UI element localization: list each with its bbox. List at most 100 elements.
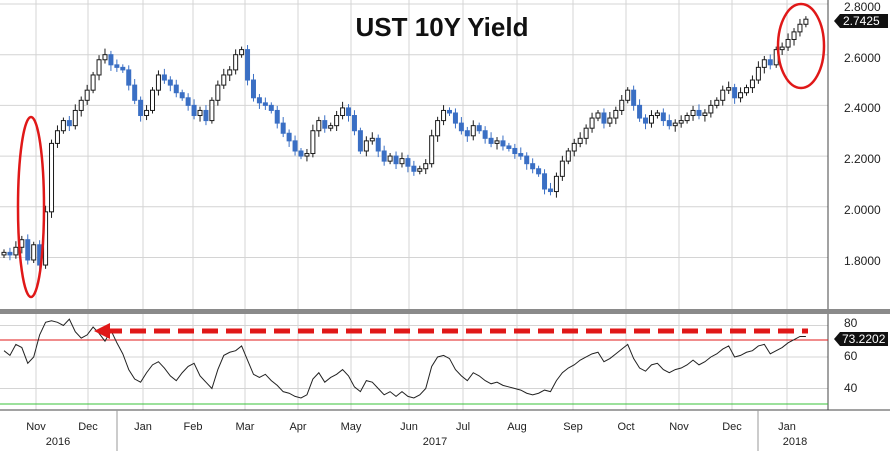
candle [631,85,637,111]
candle [452,108,458,129]
candle [441,105,447,126]
candle [96,55,102,81]
candle [233,49,239,75]
candle [280,117,286,138]
candle-body [411,165,417,172]
ytick-label: 2.2000 [844,152,881,166]
candle-body [542,173,548,190]
candle-body [643,117,649,124]
candle [571,138,577,157]
candle-body [500,140,506,147]
candle [60,117,66,134]
candle [708,100,714,118]
candle-body [102,54,108,61]
candle [66,116,72,131]
candle [245,45,251,86]
candle-body [553,175,559,193]
candle [411,160,417,176]
candle [215,80,221,106]
rsi-series [3,318,806,399]
candle-body [132,84,138,101]
candle [464,126,470,142]
candle-body [464,130,470,137]
candle [108,50,114,71]
candle-body [660,112,666,122]
candle [654,109,660,119]
candle-body [708,104,714,114]
candle [256,93,262,109]
candle [755,61,761,84]
candle-body [185,97,191,106]
last-value-box [834,14,888,28]
candle [536,165,542,177]
x-axis-years: 2016 2017 2018 [46,436,807,448]
candle-body [256,97,262,104]
candle-body [577,137,583,144]
candle-body [150,89,155,111]
candle-body [482,130,488,139]
candle-body [239,49,245,56]
candle-body [54,130,60,144]
candle [322,115,328,133]
candle-body [435,120,441,137]
candle [744,84,749,96]
candle-body [631,89,637,106]
candle [530,158,536,174]
candle [167,76,173,92]
candle [672,119,678,132]
candle-body [779,46,785,51]
candle [54,125,60,148]
rsi-last-value-label: 73.2202 [842,332,886,346]
candle-body [429,135,435,165]
candle [197,106,203,122]
month-label: Jan [778,421,796,433]
candle [7,247,13,261]
candle-body [565,150,571,162]
candle-body [357,130,363,152]
candle [565,147,571,165]
candle-body [340,107,346,117]
candle [559,155,565,181]
candle [785,33,791,51]
month-label: Dec [78,421,98,433]
candle-body [381,150,387,162]
candle-body [78,99,84,111]
candle-body [245,49,251,81]
chart-title: UST 10Y Yield [356,12,529,42]
candle-body [732,87,738,99]
month-label: Aug [507,421,527,433]
candle-body [648,115,654,124]
candle-body [488,137,494,144]
candle [417,165,423,175]
ytick-label: 2.6000 [844,51,881,65]
candle [803,16,809,28]
candle-body [173,84,179,94]
candle [227,66,233,82]
candle [150,87,155,114]
candle-body [625,89,631,101]
month-label: Dec [722,421,742,433]
candle [357,127,363,155]
candle [138,96,144,122]
candle-body [1,251,7,256]
candle [221,68,227,89]
candle-body [227,69,233,76]
month-label: Nov [26,421,46,433]
candle [797,18,803,37]
rsi-ytick-label: 80 [844,316,858,330]
candle-body [666,120,672,127]
month-label: May [341,421,362,433]
candle [767,54,773,70]
candle [482,126,488,144]
month-label: Nov [669,421,689,433]
candle [13,241,19,259]
candle-body [334,115,340,127]
candle-body [393,155,399,165]
candle [363,136,369,157]
candle-body [524,155,530,165]
candle-body [84,89,90,101]
x-axis-months: Nov Dec Jan Feb Mar Apr May Jun Jul Aug … [26,421,796,433]
candle-body [744,87,749,94]
candle [512,143,518,159]
